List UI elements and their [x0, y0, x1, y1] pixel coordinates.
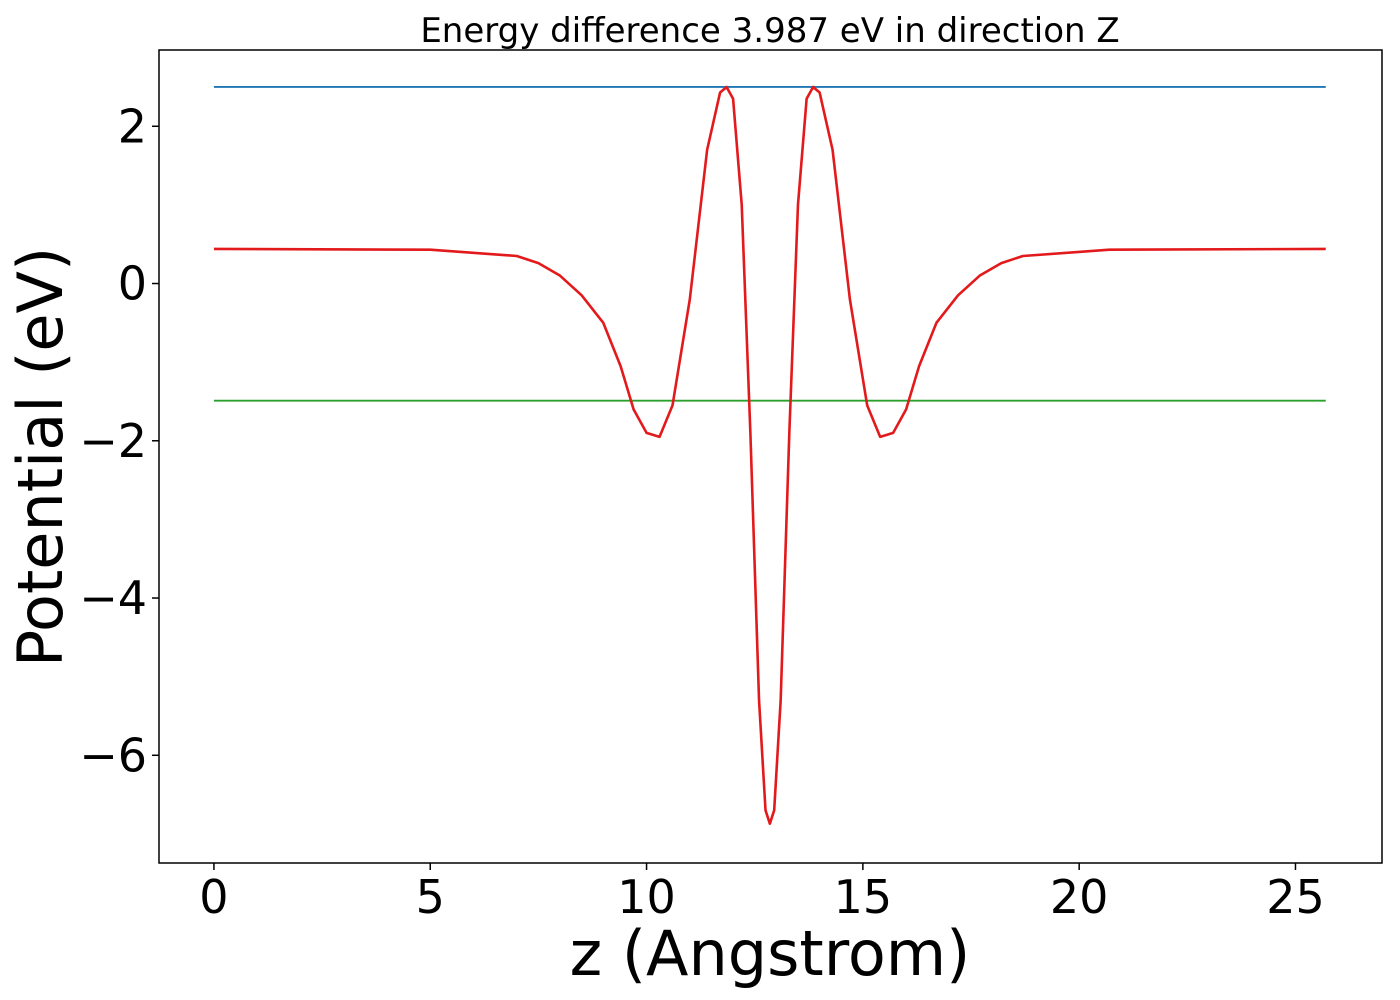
y-tick-label: −4: [79, 571, 147, 625]
y-axis-label: Potential (eV): [4, 247, 77, 667]
x-tick-label: 20: [1050, 870, 1109, 924]
x-tick-label: 25: [1266, 870, 1325, 924]
x-tick-label: 5: [416, 870, 445, 924]
chart-title: Energy difference 3.987 eV in direction …: [420, 11, 1119, 51]
y-tick-label: 2: [118, 99, 147, 153]
y-tick-label: −2: [79, 414, 147, 468]
series-layer: [213, 85, 1326, 825]
y-axis-ticks: 2 0 −2 −4 −6: [79, 99, 159, 782]
x-tick-label: 15: [834, 870, 893, 924]
x-tick-label: 0: [199, 870, 228, 924]
series-line-2: [213, 85, 1326, 825]
y-tick-label: −6: [79, 728, 147, 782]
x-tick-label: 10: [617, 870, 676, 924]
x-axis-label: z (Angstrom): [570, 917, 971, 990]
plot-frame: [158, 49, 1383, 864]
x-axis-ticks: 0 5 10 15 20 25: [199, 863, 1325, 924]
y-tick-label: 0: [118, 257, 147, 311]
